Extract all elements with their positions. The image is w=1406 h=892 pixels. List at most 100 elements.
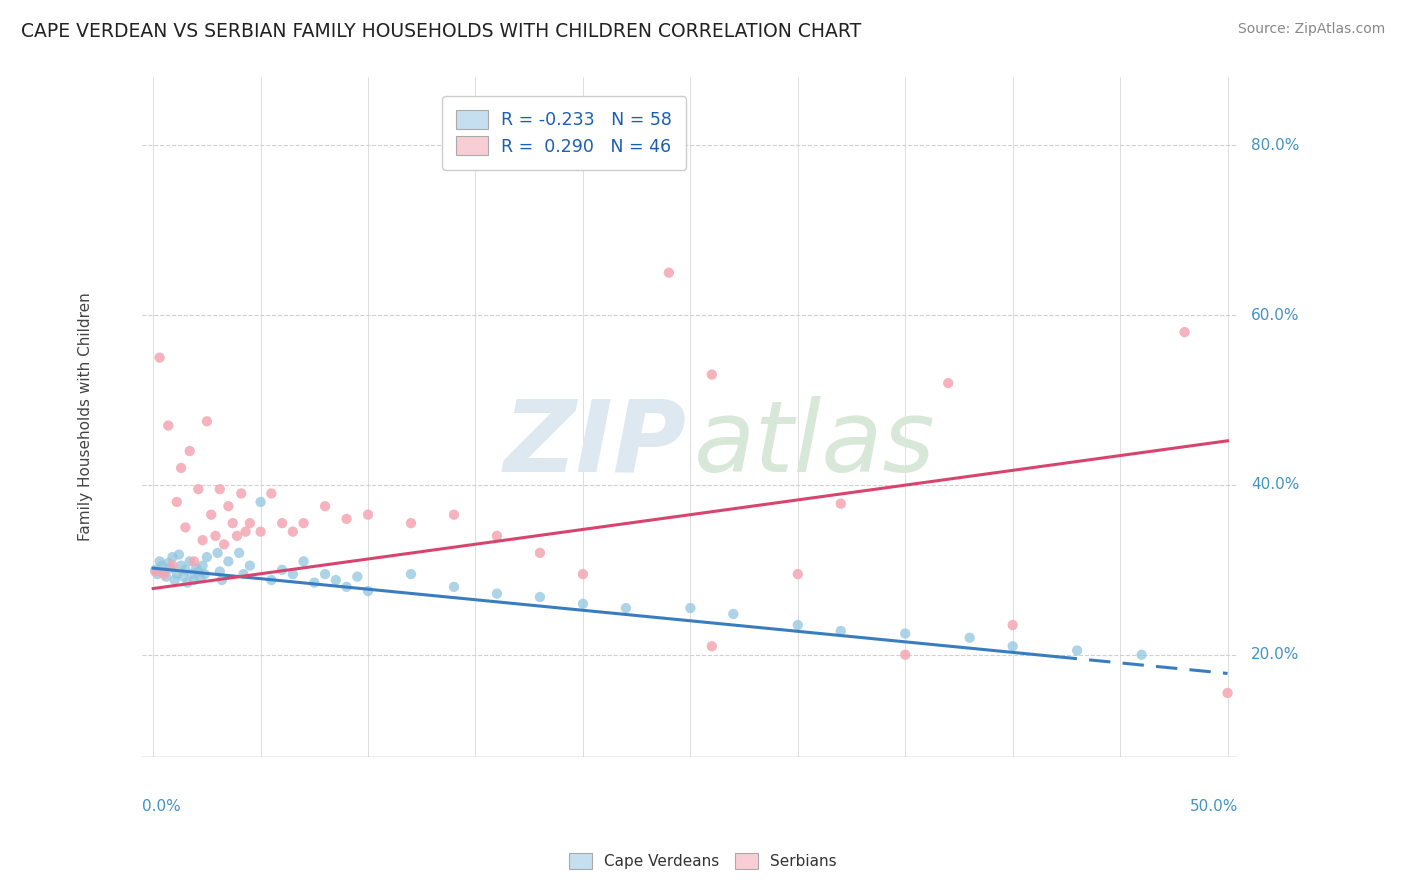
Point [211,573,233,587]
Point [232,567,254,582]
Text: Family Households with Children: Family Households with Children [77,293,93,541]
Point [143,565,166,579]
Text: 40.0%: 40.0% [1251,477,1299,492]
Point [260,486,283,500]
Point [179,444,201,458]
Text: CAPE VERDEAN VS SERBIAN FAMILY HOUSEHOLDS WITH CHILDREN CORRELATION CHART: CAPE VERDEAN VS SERBIAN FAMILY HOUSEHOLD… [21,22,862,41]
Point [786,567,808,582]
Point [399,516,422,531]
Point [180,567,202,582]
Point [786,618,808,632]
Legend: R = -0.233   N = 58, R =  0.290   N = 46: R = -0.233 N = 58, R = 0.290 N = 46 [443,96,686,169]
Point [191,558,214,573]
Point [186,561,208,575]
Point [167,548,190,562]
Point [314,567,336,582]
Point [281,567,304,582]
Point [153,567,176,582]
Point [221,516,243,531]
Point [443,508,465,522]
Point [572,567,595,582]
Text: 80.0%: 80.0% [1251,138,1299,153]
Point [166,567,188,582]
Text: Source: ZipAtlas.com: Source: ZipAtlas.com [1237,22,1385,37]
Point [226,529,249,543]
Text: 0.0%: 0.0% [142,799,181,814]
Point [700,640,723,654]
Point [1216,686,1239,700]
Point [231,486,253,500]
Point [485,529,508,543]
Point [187,482,209,496]
Point [443,580,465,594]
Point [936,376,959,390]
Text: 60.0%: 60.0% [1251,308,1299,323]
Point [830,624,852,638]
Point [346,569,368,583]
Point [271,516,294,531]
Point [174,563,197,577]
Point [1174,325,1197,339]
Point [149,351,172,365]
Point [314,499,336,513]
Text: 20.0%: 20.0% [1251,648,1299,662]
Point [959,631,981,645]
Point [260,573,283,587]
Point [159,561,181,575]
Point [162,558,184,573]
Point [292,554,315,568]
Point [325,573,347,587]
Point [200,508,222,522]
Point [174,520,197,534]
Point [723,607,745,621]
Point [172,569,194,583]
Point [235,524,257,539]
Point [162,550,184,565]
Point [1130,648,1153,662]
Point [1001,640,1024,654]
Text: 50.0%: 50.0% [1189,799,1239,814]
Point [157,556,180,570]
Point [239,558,262,573]
Point [157,418,180,433]
Point [572,597,595,611]
Point [249,524,271,539]
Point [614,601,637,615]
Point [217,554,239,568]
Point [700,368,723,382]
Text: atlas: atlas [693,396,935,492]
Point [191,533,214,548]
Point [1001,618,1024,632]
Point [239,516,262,531]
Point [357,508,380,522]
Point [1066,643,1088,657]
Point [195,414,218,428]
Legend: Cape Verdeans, Serbians: Cape Verdeans, Serbians [564,847,842,875]
Point [399,567,422,582]
Point [170,461,193,475]
Point [207,546,229,560]
Point [830,497,852,511]
Point [529,590,551,604]
Point [179,554,201,568]
Point [190,571,212,585]
Point [170,558,193,573]
Point [217,499,239,513]
Point [335,512,357,526]
Point [143,563,166,577]
Point [153,565,176,579]
Point [183,573,205,587]
Point [183,554,205,568]
Point [357,584,380,599]
Point [163,573,186,587]
Point [208,565,231,579]
Point [281,524,304,539]
Point [146,567,169,582]
Point [485,587,508,601]
Point [304,575,326,590]
Point [679,601,702,615]
Point [150,558,173,573]
Point [166,495,188,509]
Point [194,567,217,582]
Point [228,546,250,560]
